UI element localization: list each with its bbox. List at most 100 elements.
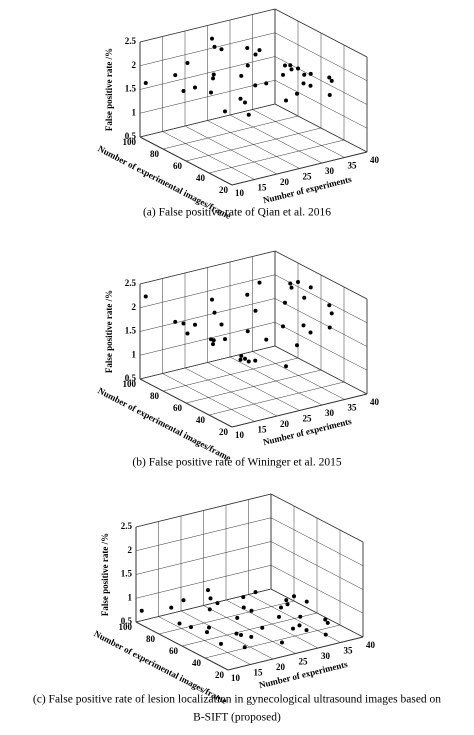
- grid-line: [139, 32, 276, 66]
- data-point: [219, 47, 224, 52]
- y-tick-label: 60: [173, 161, 183, 171]
- x-tick-label: 25: [299, 657, 309, 667]
- grid-line: [274, 8, 368, 58]
- data-point: [308, 285, 313, 290]
- data-point: [223, 337, 227, 342]
- data-point: [207, 607, 212, 612]
- grid-line: [231, 393, 368, 428]
- data-point: [246, 359, 251, 364]
- grid-line: [139, 298, 276, 332]
- grid-line: [139, 103, 276, 138]
- grid-line: [162, 357, 299, 392]
- data-point: [253, 358, 258, 363]
- data-point: [239, 632, 243, 637]
- x-tick-label: 35: [348, 161, 358, 171]
- x-tick-label: 15: [254, 668, 264, 678]
- grid-line: [270, 588, 364, 638]
- y-tick-label: 20: [215, 670, 225, 680]
- data-point: [210, 36, 214, 41]
- data-point: [264, 337, 269, 342]
- data-point: [327, 75, 332, 80]
- z-tick-label: 1: [128, 592, 133, 602]
- z-tick-label: 2.5: [125, 36, 137, 46]
- data-point: [327, 325, 332, 330]
- data-point: [245, 46, 250, 50]
- x-tick-label: 30: [321, 651, 331, 661]
- z-tick-label: 1: [132, 107, 137, 117]
- z-tick-label: 1: [132, 349, 137, 359]
- data-point: [239, 73, 244, 78]
- grid-line: [274, 250, 368, 300]
- z-tick-label: 0.5: [125, 131, 137, 141]
- grid-line: [135, 565, 272, 599]
- data-point: [323, 617, 328, 622]
- data-point: [285, 602, 290, 607]
- data-point: [253, 590, 258, 595]
- data-point: [241, 605, 246, 610]
- data-point: [242, 645, 247, 650]
- data-point: [288, 63, 293, 68]
- grid-line: [162, 115, 299, 150]
- data-point: [243, 356, 247, 361]
- z-axis-title: False positive rate /%: [104, 290, 114, 373]
- data-point: [207, 625, 211, 630]
- data-point: [212, 310, 217, 315]
- data-point: [219, 641, 223, 646]
- grid-line: [270, 517, 364, 566]
- caption: (a) False positive rate of Qian et al. 2…: [143, 207, 331, 219]
- grid-line: [135, 541, 272, 575]
- data-point: [298, 614, 303, 619]
- data-point: [302, 295, 307, 300]
- data-point: [235, 615, 240, 620]
- data-point: [181, 89, 186, 94]
- grid-line: [204, 624, 341, 659]
- x-tick-label: 20: [280, 177, 290, 187]
- data-point: [249, 634, 254, 639]
- data-point: [181, 598, 186, 603]
- data-point: [325, 620, 330, 625]
- data-point: [264, 81, 269, 86]
- grid-line: [270, 493, 364, 543]
- grid-line: [208, 381, 345, 416]
- data-point: [260, 625, 265, 630]
- data-point: [173, 319, 178, 324]
- x-tick-label: 10: [231, 673, 241, 683]
- data-point: [211, 342, 215, 347]
- data-point: [189, 625, 193, 630]
- grid-line: [139, 274, 276, 308]
- y-tick-label: 40: [196, 415, 206, 425]
- grid-line: [274, 322, 368, 371]
- y-tick-label: 40: [196, 173, 206, 183]
- x-tick-label: 15: [258, 425, 268, 435]
- data-point: [295, 343, 299, 348]
- grid-line: [139, 56, 276, 90]
- z-tick-label: 2.5: [125, 278, 137, 288]
- data-point: [284, 98, 288, 103]
- x-tick-label: 20: [280, 419, 290, 429]
- data-point: [284, 598, 289, 603]
- grid-line: [231, 151, 368, 186]
- grid-line: [139, 8, 276, 43]
- data-point: [323, 632, 328, 637]
- data-point: [212, 44, 217, 49]
- data-point: [291, 626, 295, 631]
- data-point: [296, 280, 300, 284]
- data-point: [246, 112, 251, 117]
- data-point: [253, 83, 258, 88]
- data-point: [143, 81, 148, 85]
- grid-line: [139, 322, 276, 356]
- x-tick-label: 15: [258, 183, 268, 193]
- x-tick-label: 30: [325, 166, 335, 176]
- data-point: [239, 353, 244, 358]
- data-point: [304, 628, 309, 633]
- data-point: [301, 81, 306, 86]
- data-point: [301, 323, 306, 328]
- data-point: [169, 605, 174, 610]
- data-point: [308, 330, 313, 335]
- data-point: [308, 71, 313, 76]
- data-point: [308, 83, 313, 88]
- grid-line: [158, 600, 295, 635]
- z-tick-label: 2: [132, 302, 137, 312]
- data-point: [304, 599, 309, 604]
- caption: (c) False positive rate of lesion locali…: [33, 694, 441, 706]
